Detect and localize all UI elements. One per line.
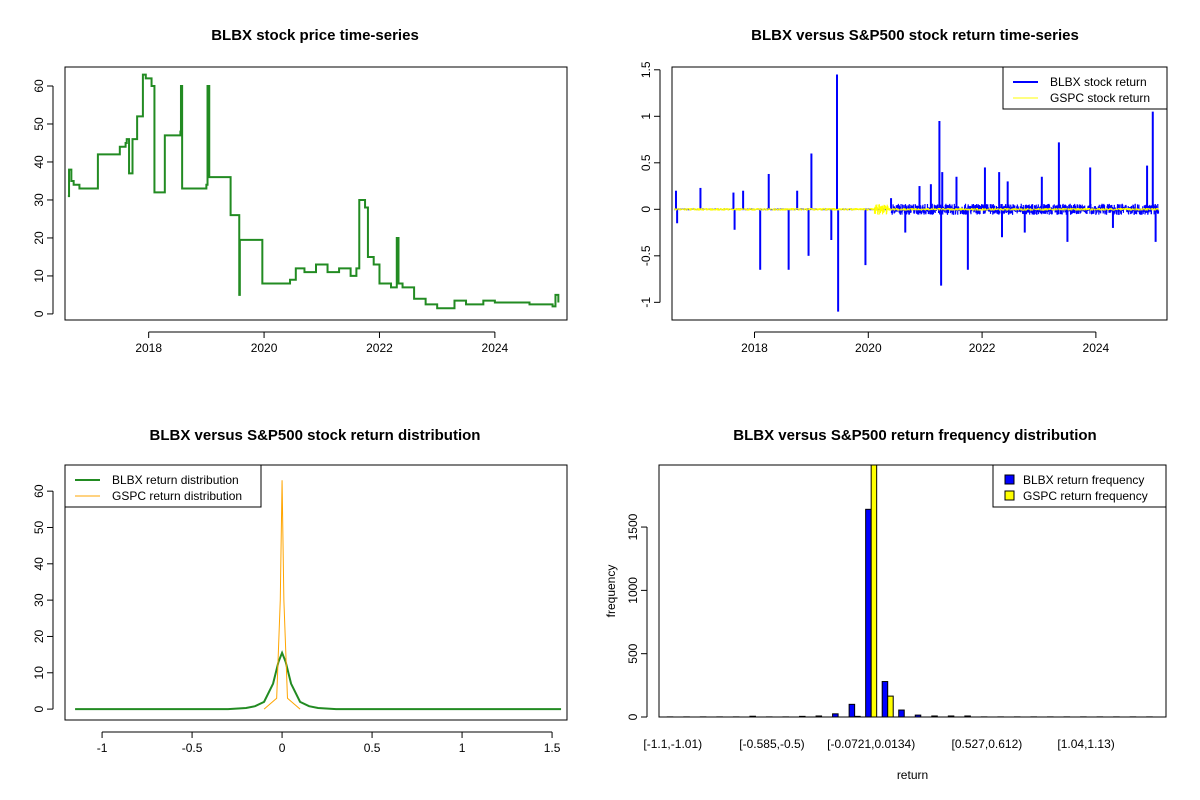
- y-tick-label: 1000: [626, 577, 640, 604]
- legend-label: GSPC return distribution: [112, 489, 242, 503]
- y-tick-label: -1: [639, 297, 653, 308]
- x-tick-label: -1: [97, 741, 108, 755]
- x-tick-label: [0.527,0.612): [952, 737, 1023, 751]
- x-tick-label: 2018: [135, 341, 162, 355]
- y-tick-label: 60: [32, 79, 46, 93]
- chart-title: BLBX versus S&P500 stock return time-ser…: [751, 27, 1079, 44]
- y-tick-label: 50: [32, 520, 46, 534]
- x-tick-label: 2022: [969, 341, 996, 355]
- y-tick-label: 0: [626, 713, 640, 720]
- return-frequency-chart: BLBX versus S&P500 return frequency dist…: [604, 427, 1167, 782]
- price-line: [67, 73, 560, 310]
- x-tick-label: 0: [279, 741, 286, 755]
- y-tick-label: 20: [32, 629, 46, 643]
- plot-frame: [64, 66, 568, 321]
- chart-title: BLBX versus S&P500 return frequency dist…: [733, 427, 1096, 444]
- legend-swatch: [1004, 490, 1015, 501]
- blbx-frequency-bar: [898, 709, 905, 717]
- y-tick-label: 0: [32, 705, 46, 712]
- x-tick-label: 2024: [482, 341, 509, 355]
- plot-frame: [64, 464, 568, 721]
- legend-label: BLBX return frequency: [1023, 473, 1144, 487]
- frequency-legend: [992, 464, 1167, 508]
- x-tick-label: 2020: [855, 341, 882, 355]
- y-axis-label: frequency: [604, 565, 618, 618]
- legend-label: GSPC stock return: [1050, 91, 1150, 105]
- price-chart: BLBX stock price time-series 2018 2020 2022…: [32, 27, 568, 355]
- y-tick-label: 30: [32, 593, 46, 607]
- chart-title: BLBX versus S&P500 stock return distribu…: [150, 427, 481, 444]
- y-tick-label: 1.5: [639, 61, 653, 78]
- y-tick-label: 50: [32, 117, 46, 131]
- x-tick-label: 2022: [366, 341, 393, 355]
- y-tick-label: -0.5: [639, 245, 653, 266]
- legend-label: GSPC return frequency: [1023, 489, 1148, 503]
- y-tick-label: 20: [32, 231, 46, 245]
- return-timeseries-chart: BLBX versus S&P500 stock return time-ser…: [639, 27, 1168, 355]
- x-tick-label: 2020: [251, 341, 278, 355]
- y-tick-label: 10: [32, 269, 46, 283]
- x-tick-label: -0.5: [182, 741, 203, 755]
- x-tick-label: 1: [459, 741, 466, 755]
- blbx-frequency-bar: [848, 703, 856, 717]
- gspc-return-line: [674, 204, 1159, 215]
- plot-frame: [671, 66, 1168, 321]
- x-tick-label: [-0.0721,0.0134): [827, 737, 915, 751]
- y-tick-label: 40: [32, 557, 46, 571]
- y-tick-label: 0: [32, 310, 46, 317]
- x-tick-label: 0.5: [364, 741, 381, 755]
- x-tick-label: 2018: [741, 341, 768, 355]
- chart-title: BLBX stock price time-series: [211, 27, 419, 44]
- y-tick-label: 1: [639, 113, 653, 120]
- blbx-frequency-bar: [815, 715, 823, 717]
- x-axis-label: return: [897, 768, 928, 782]
- y-tick-label: 0.5: [639, 154, 653, 171]
- x-tick-label: 2024: [1083, 341, 1110, 355]
- legend-swatch: [1004, 474, 1015, 485]
- x-tick-label: [1.04,1.13): [1057, 737, 1114, 751]
- blbx-frequency-bar: [931, 715, 938, 717]
- y-tick-label: 10: [32, 666, 46, 680]
- gspc-frequency-bar: [870, 465, 878, 717]
- x-tick-label: 1.5: [544, 741, 561, 755]
- gspc-frequency-bar: [887, 695, 894, 717]
- y-tick-label: 30: [32, 193, 46, 207]
- return-legend: [1002, 66, 1168, 110]
- legend-label: BLBX stock return: [1050, 75, 1147, 89]
- blbx-frequency-bar: [947, 715, 955, 717]
- x-tick-label: [-1.1,-1.01): [643, 737, 702, 751]
- gspc-density-line: [263, 480, 301, 710]
- y-tick-label: 60: [32, 484, 46, 498]
- x-tick-label: [-0.585,-0.5): [739, 737, 804, 751]
- legend-label: BLBX return distribution: [112, 473, 239, 487]
- blbx-frequency-bar: [881, 681, 889, 717]
- blbx-frequency-bar: [964, 715, 971, 717]
- density-legend: [64, 464, 262, 508]
- y-tick-label: 0: [639, 206, 653, 213]
- return-distribution-chart: BLBX versus S&P500 stock return distribu…: [32, 427, 568, 755]
- blbx-frequency-bar: [865, 508, 872, 717]
- y-tick-label: 40: [32, 155, 46, 169]
- blbx-density-line: [75, 650, 562, 711]
- y-tick-label: 1500: [626, 513, 640, 540]
- y-tick-label: 500: [626, 643, 640, 663]
- plot-frame: [658, 464, 1167, 718]
